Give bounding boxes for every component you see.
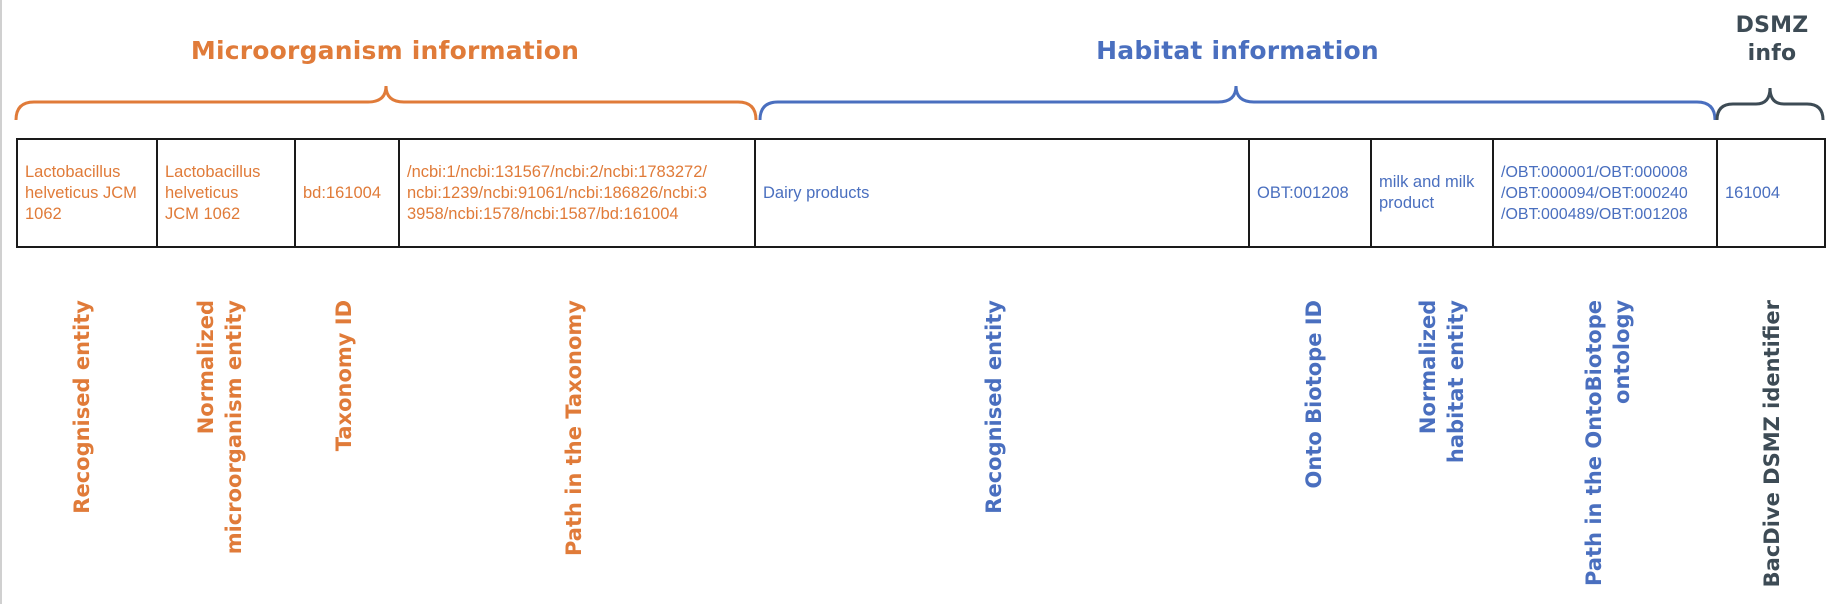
label-path-in-taxonomy: Path in the Taxonomy (560, 300, 588, 556)
dsmz-brace (1715, 87, 1825, 121)
cell-taxonomy-id: bd:161004 (296, 140, 400, 246)
label-text-line: microorganism entity (222, 300, 246, 555)
label-path-in-ontobiotope: Path in the OntoBiotope ontology (1580, 300, 1636, 586)
cell-text-line: helveticus (165, 183, 239, 202)
group-braces (14, 85, 1825, 121)
cell-text: 161004 (1725, 183, 1781, 202)
habitat-brace (758, 85, 1717, 121)
label-text-line: ontology (1610, 300, 1634, 405)
label-taxonomy-id: Taxonomy ID (330, 300, 358, 451)
cell-text-line: /OBT:000094/OBT:000240 (1501, 184, 1688, 202)
cell-text-line: 1062 (25, 204, 62, 223)
label-text-line: Path in the OntoBiotope (1582, 300, 1606, 586)
label-normalized-microorganism-entity: Normalized microorganism entity (192, 300, 248, 554)
cell-onto-biotope-id: OBT:001208 (1250, 140, 1372, 246)
label-text-line: habitat entity (1444, 300, 1468, 464)
label-text: Taxonomy ID (332, 300, 356, 452)
dsmz-title-line1: DSMZ (1735, 13, 1809, 38)
microorganism-brace (14, 85, 758, 121)
cell-text-line: helveticus JCM (25, 183, 137, 202)
cell-text-line: Lactobacillus (165, 162, 261, 181)
cell-text-line: Lactobacillus (25, 162, 121, 181)
cell-text-line: /OBT:000489/OBT:001208 (1501, 205, 1688, 223)
cell-text-line: 3958/ncbi:1578/ncbi:1587/bd:161004 (407, 204, 679, 223)
cell-text-line: ncbi:1239/ncbi:91061/ncbi:186826/ncbi:3 (407, 183, 707, 202)
microorganism-information-title: Microorganism information (190, 36, 580, 65)
cell-text-line: milk and milk (1379, 173, 1475, 191)
label-text-line: Normalized (1416, 300, 1440, 435)
cell-ontobiotope-path: /OBT:000001/OBT:000008 /OBT:000094/OBT:0… (1494, 140, 1718, 246)
cell-taxonomy-path: /ncbi:1/ncbi:131567/ncbi:2/ncbi:1783272/… (400, 140, 756, 246)
cell-recognised-habitat: Dairy products (756, 140, 1250, 246)
cell-text-line: JCM 1062 (165, 204, 241, 223)
label-bacdive-dsmz-identifier: BacDive DSMZ identifier (1758, 300, 1786, 587)
cell-text-line: product (1379, 194, 1435, 212)
label-recognised-entity-microorganism: Recognised entity (68, 300, 96, 514)
cell-bacdive-id: 161004 (1718, 140, 1824, 246)
label-recognised-entity-habitat: Recognised entity (980, 300, 1008, 514)
cell-recognised-microorganism: Lactobacillus helveticus JCM 1062 (18, 140, 158, 246)
cell-text-line: /ncbi:1/ncbi:131567/ncbi:2/ncbi:1783272/ (407, 162, 707, 181)
cell-text: bd:161004 (303, 183, 381, 202)
cell-normalized-habitat: milk and milk product (1372, 140, 1494, 246)
label-text: Recognised entity (982, 300, 1006, 514)
label-normalized-habitat-entity: Normalized habitat entity (1414, 300, 1470, 463)
label-text: Recognised entity (70, 300, 94, 514)
label-text: Path in the Taxonomy (562, 300, 586, 557)
label-text: Onto Biotope ID (1302, 300, 1326, 489)
habitat-information-title: Habitat information (1096, 36, 1379, 65)
cell-normalized-microorganism: Lactobacillus helveticus JCM 1062 (158, 140, 296, 246)
cell-text: Dairy products (763, 183, 870, 202)
label-text-line: Normalized (194, 300, 218, 435)
label-onto-biotope-id: Onto Biotope ID (1300, 300, 1328, 489)
data-row: Lactobacillus helveticus JCM 1062 Lactob… (16, 138, 1826, 248)
left-border (0, 0, 2, 604)
cell-text: OBT:001208 (1257, 183, 1349, 202)
dsmz-title-line2: info (1747, 41, 1797, 66)
cell-text-line: /OBT:000001/OBT:000008 (1501, 163, 1688, 181)
label-text: BacDive DSMZ identifier (1760, 300, 1784, 588)
dsmz-info-title: DSMZ info (1722, 12, 1822, 68)
